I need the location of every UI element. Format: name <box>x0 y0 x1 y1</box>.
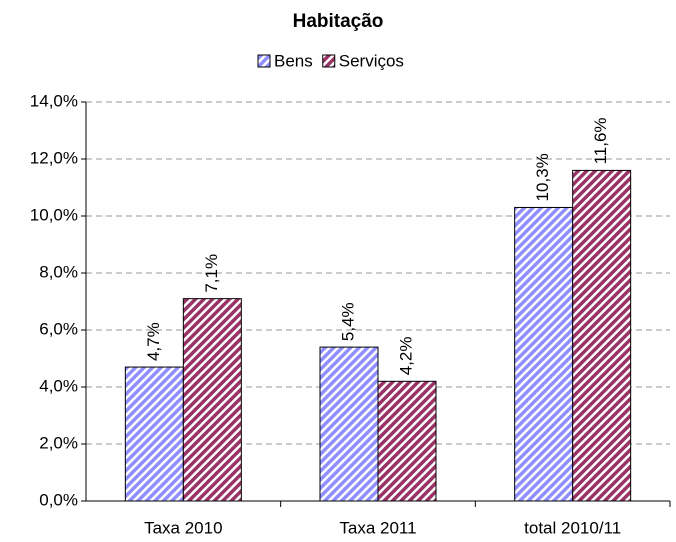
bar <box>124 366 184 502</box>
chart-title: Habitação <box>293 11 384 32</box>
y-tick-label: 4,0% <box>39 376 78 395</box>
legend-label: Serviços <box>339 51 404 70</box>
y-tick-label: 10,0% <box>30 205 78 224</box>
y-tick-label: 2,0% <box>39 433 78 452</box>
bar <box>514 206 574 502</box>
legend-swatch <box>257 54 271 68</box>
y-tick-label: 0,0% <box>39 490 78 509</box>
x-tick-label: total 2010/11 <box>524 518 621 537</box>
value-label: 11,6% <box>591 117 610 164</box>
value-label: 4,7% <box>144 322 163 361</box>
value-label: 7,1% <box>202 254 221 293</box>
x-tick-label: Taxa 2011 <box>339 518 416 537</box>
y-tick-label: 12,0% <box>30 148 78 167</box>
bar <box>572 169 632 502</box>
value-label: 10,3% <box>533 153 552 201</box>
bar <box>182 298 242 502</box>
y-tick-label: 8,0% <box>39 262 78 281</box>
legend-label: Bens <box>274 51 313 70</box>
value-label: 4,2% <box>396 337 415 376</box>
x-tick-label: Taxa 2010 <box>144 518 222 537</box>
legend-swatch <box>322 54 336 68</box>
bar <box>319 346 379 502</box>
y-tick-label: 14,0% <box>30 91 78 110</box>
y-tick-label: 6,0% <box>39 319 78 338</box>
value-label: 5,4% <box>338 302 357 341</box>
bar <box>377 380 437 502</box>
